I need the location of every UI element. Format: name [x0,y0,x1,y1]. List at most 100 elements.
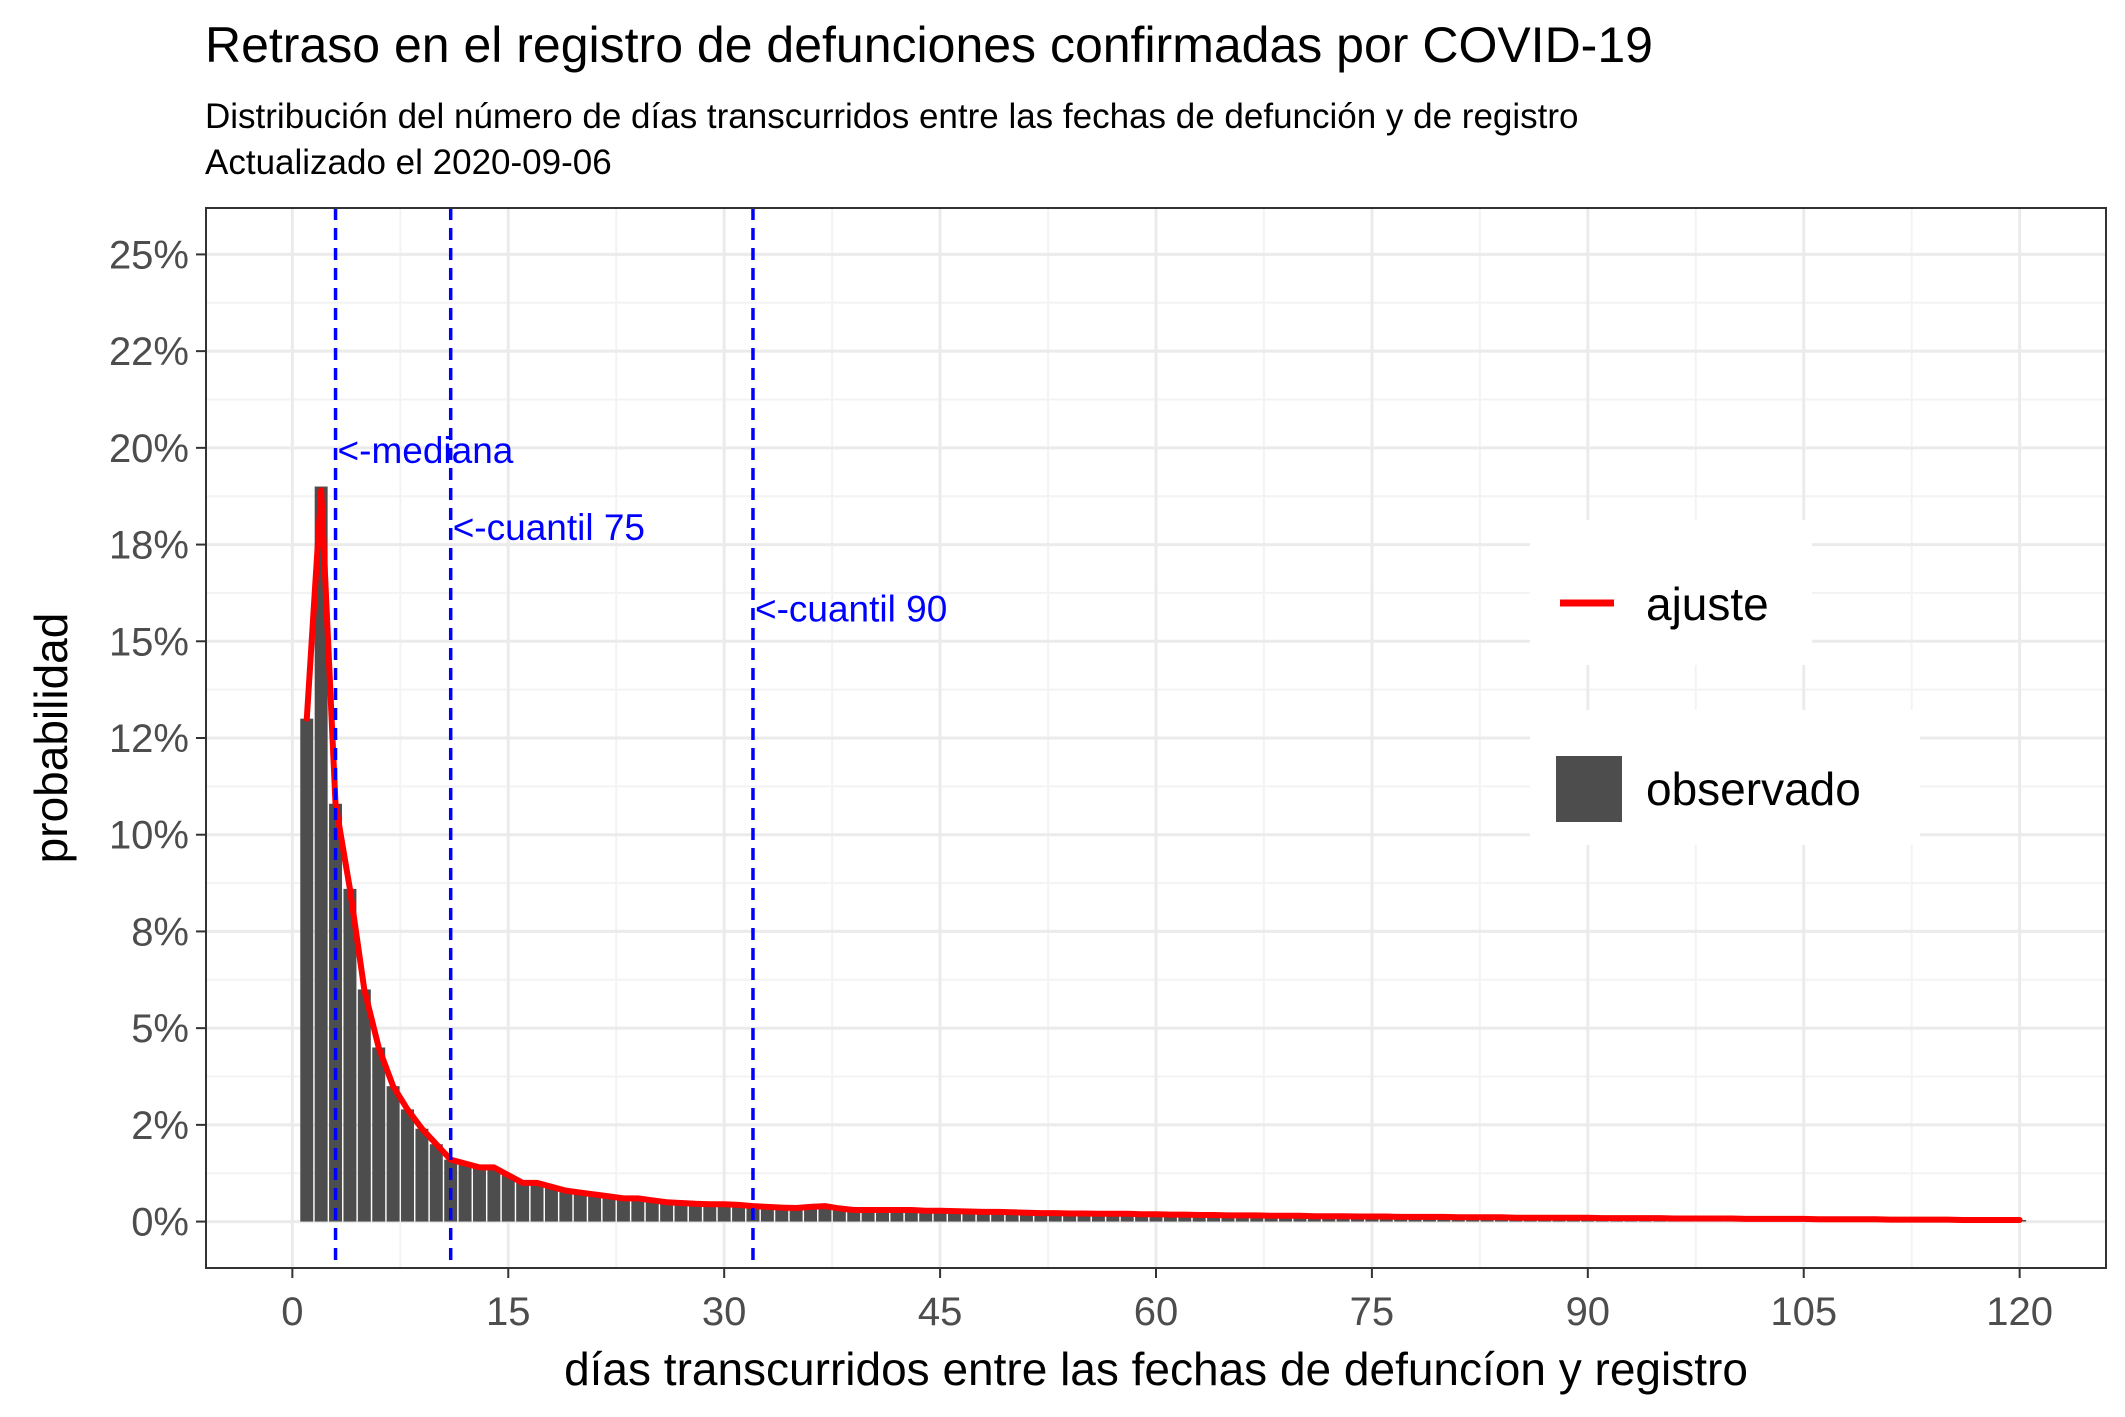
bar-observado [674,1203,688,1222]
bar-observado [1250,1215,1264,1222]
legend-box-ajuste [1530,520,1812,665]
bar-observado [530,1182,544,1222]
chart-title: Retraso en el registro de defunciones co… [205,17,1653,73]
bar-observado [473,1167,486,1222]
bar-observado [732,1204,746,1222]
bar-observado [1135,1214,1149,1222]
bar-observado [314,486,328,1222]
y-tick-label: 10% [109,814,189,858]
bar-observado [1207,1215,1221,1222]
y-tick-label: 12% [109,717,189,761]
bar-observado [1005,1212,1019,1222]
bar-observado [386,1086,400,1222]
bar-observado [1048,1213,1062,1222]
bar-observado [861,1209,875,1222]
bar-observado [948,1211,961,1222]
bar-observado [573,1192,587,1222]
x-axis-label: días transcurridos entre las fechas de d… [564,1343,1748,1395]
y-tick-label: 15% [109,620,189,664]
bar-observado [372,1047,386,1222]
chart-subtitle-line2: Actualizado el 2020-09-06 [205,143,612,182]
bar-observado [487,1167,501,1222]
bar-observado [818,1206,832,1222]
x-tick-label: 105 [1770,1290,1837,1334]
bar-observado [1192,1215,1206,1222]
bar-observado [1106,1213,1120,1222]
x-tick-label: 15 [486,1290,531,1334]
bar-observado [429,1144,443,1222]
y-tick-label: 25% [109,233,189,277]
x-tick-label: 0 [281,1290,303,1334]
bar-observado [847,1209,861,1222]
bar-observado [401,1109,414,1222]
bar-observado [703,1204,717,1222]
bar-observado [631,1198,645,1222]
bar-observado [904,1209,918,1222]
x-tick-label: 45 [918,1290,963,1334]
bar-observado [1149,1214,1163,1222]
bar-observado [660,1202,674,1222]
bar-observado [1091,1213,1105,1222]
bar-observado [501,1175,515,1222]
bar-observado [1120,1213,1134,1222]
bar-observado [775,1207,789,1222]
x-tick-label: 120 [1986,1290,2053,1334]
bar-observado [1034,1213,1048,1222]
bar-observado [976,1211,990,1222]
bar-observado [602,1196,616,1222]
bar-observado [1178,1214,1192,1222]
bar-observado [559,1190,573,1222]
bar-observado [343,888,357,1222]
bar-observado [991,1211,1005,1222]
x-tick-label: 60 [1134,1290,1179,1334]
bar-observado [458,1163,472,1222]
bar-observado [616,1198,630,1222]
bar-observado [357,989,371,1222]
legend-key-observado [1556,756,1622,822]
bar-observado [300,718,314,1222]
y-tick-label: 0% [131,1201,189,1245]
bar-observado [1063,1213,1077,1222]
bar-observado [919,1210,933,1222]
quantile-label: <-cuantil 75 [453,507,645,548]
x-axis-ticks: 0 15 30 45 60 75 90 105 120 [281,1268,2053,1334]
y-axis-ticks: 0% 2% 5% 8% 10% 12% 15% 18% 20% 22% 25% [109,233,206,1245]
y-tick-label: 5% [131,1007,189,1051]
bar-observado [1221,1215,1235,1222]
line-ajuste [303,487,2023,1223]
y-tick-label: 8% [131,910,189,954]
bar-observado [1077,1213,1091,1222]
quantile-lines: <-mediana <-cuantil 75 <-cuantil 90 [333,208,947,1268]
x-tick-label: 30 [702,1290,747,1334]
bar-observado [415,1128,429,1222]
y-tick-label: 2% [131,1104,189,1148]
quantile-label: <-mediana [338,430,514,471]
bar-observado [1019,1212,1033,1222]
quantile-label: <-cuantil 90 [755,588,947,629]
line-ajuste-path [303,487,2023,1223]
bar-observado [1163,1214,1177,1222]
x-tick-label: 90 [1566,1290,1611,1334]
legend-label-ajuste: ajuste [1646,578,1769,630]
bar-observado [933,1210,947,1222]
bar-observado [717,1204,731,1222]
bar-observado [962,1211,976,1222]
y-tick-label: 18% [109,524,189,568]
bar-observado [688,1203,702,1222]
legend-label-observado: observado [1646,763,1861,815]
bar-observado [760,1206,774,1222]
bar-observado [876,1209,889,1222]
bar-observado [1235,1215,1249,1222]
chart-subtitle-line1: Distribución del número de días transcur… [205,97,1579,136]
bar-observado [890,1209,904,1222]
bar-observado [789,1208,803,1222]
bar-observado [516,1182,530,1222]
x-tick-label: 75 [1350,1290,1395,1334]
y-tick-label: 20% [109,427,189,471]
legend: ajuste observado [1530,520,1920,845]
bar-observado [804,1206,818,1222]
y-axis-label: probabilidad [25,613,77,864]
y-tick-label: 22% [109,330,189,374]
